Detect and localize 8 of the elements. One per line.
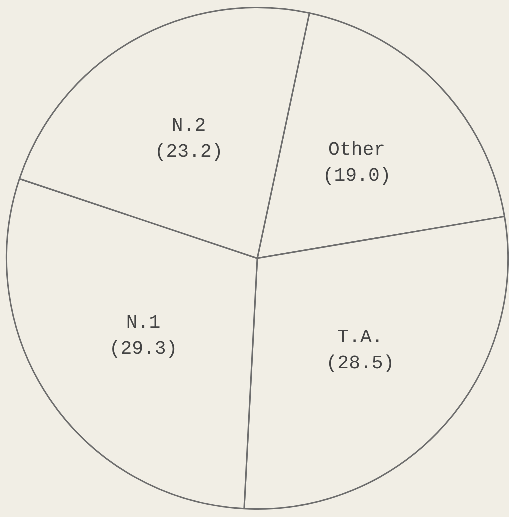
data-label: (28.5): [326, 352, 395, 374]
slice-label: Other: [328, 139, 386, 162]
data-label: (23.2): [154, 140, 224, 163]
slice-label: N.1: [126, 312, 161, 334]
data-label: (19.0): [322, 165, 392, 188]
slice-label: N.2: [172, 114, 206, 137]
slice-label: T.A.: [338, 326, 384, 348]
data-label: (29.3): [109, 338, 178, 360]
